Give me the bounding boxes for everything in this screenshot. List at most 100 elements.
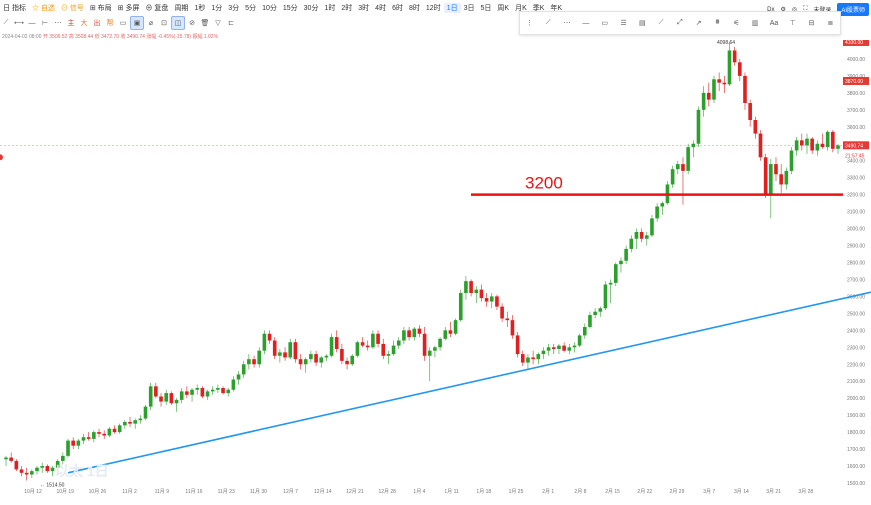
ray-tool-icon[interactable]: ⟷ xyxy=(13,20,25,27)
candle-body xyxy=(355,342,360,356)
candle-body xyxy=(805,138,809,146)
candlestick-chart[interactable]: 1500.00 1600.00 1700.00 1800.00 1900.00 2000.… xyxy=(0,37,871,500)
price-tag-mid-bg xyxy=(843,76,869,85)
grid-draw-icon[interactable]: ▤ xyxy=(638,20,646,27)
period-7[interactable]: 1时 xyxy=(324,5,336,12)
price-tag-top-bg xyxy=(843,37,869,46)
candle-body xyxy=(164,393,169,402)
chart-watermark: 以太 1日 xyxy=(55,463,109,479)
candle-body xyxy=(4,457,8,460)
candle-body xyxy=(143,406,148,419)
watchlist-button[interactable]: ☆ 自选 xyxy=(31,5,55,12)
replay-button[interactable]: ⊕ 复盘 xyxy=(145,5,169,12)
period-2[interactable]: 3分 xyxy=(228,5,240,12)
dash-draw-icon[interactable]: — xyxy=(582,19,590,27)
rect-draw-icon[interactable]: ▭ xyxy=(601,20,608,27)
info-close: 收 3490.74 xyxy=(120,34,145,40)
drag-handle-icon[interactable]: ⋮ xyxy=(525,20,533,27)
link-tool-icon[interactable]: ⊏ xyxy=(228,20,234,27)
dx-button[interactable]: Dx xyxy=(767,6,775,13)
hline-tool-icon[interactable]: — xyxy=(28,19,36,27)
candle-body xyxy=(794,140,799,151)
trendline-tool-icon[interactable]: ⟋ xyxy=(3,19,9,26)
chart-svg[interactable]: 1500.00 1600.00 1700.00 1800.00 1900.00 2000.… xyxy=(0,37,871,500)
up-tool-icon[interactable]: 出 xyxy=(93,20,101,27)
candle-body xyxy=(154,386,158,397)
period-0[interactable]: 1秒 xyxy=(194,5,206,12)
period-18[interactable]: 月K xyxy=(515,5,527,12)
period-17[interactable]: 周K xyxy=(497,5,510,12)
period-3[interactable]: 5分 xyxy=(245,5,257,12)
arrow-draw-icon[interactable]: ↗ xyxy=(695,20,702,27)
layout-button[interactable]: ⊞ 布局 xyxy=(89,5,112,12)
line-draw-icon[interactable]: ⟋ xyxy=(545,19,551,26)
candle-body xyxy=(226,389,231,394)
candle-body xyxy=(577,335,582,346)
candle-body xyxy=(345,360,349,365)
x-tick-label: 3月 14 xyxy=(734,489,749,495)
magnet-tool-icon[interactable]: ⌀ xyxy=(148,20,154,27)
ai-analyst-button[interactable]: AI股票师 xyxy=(837,3,869,16)
candle-body xyxy=(660,203,665,207)
more-tool-icon[interactable]: ⋯ xyxy=(54,20,62,27)
text-draw-icon[interactable]: Aa xyxy=(769,19,779,27)
multiscreen-button[interactable]: ⊞ 多屏 xyxy=(117,5,140,12)
hide-tool-icon[interactable]: ◫ xyxy=(171,16,185,30)
camera-icon[interactable]: ◎ xyxy=(791,7,798,13)
candle-body xyxy=(298,359,303,365)
period-12[interactable]: 8时 xyxy=(408,5,420,12)
x-tick-label: 11月 9 xyxy=(155,489,170,495)
y-tick-label: 3700.00 xyxy=(847,108,865,114)
cursor-tool-icon[interactable]: ▣ xyxy=(130,16,144,30)
period-15[interactable]: 3日 xyxy=(463,5,475,12)
channel-draw-icon[interactable]: ☰ xyxy=(620,20,627,27)
candle-body xyxy=(195,388,200,390)
ray-draw-icon[interactable]: ⤢ xyxy=(677,19,683,26)
low-marker-label: ← 1514.50 xyxy=(40,483,65,489)
fan-draw-icon[interactable]: ⚟ xyxy=(733,20,740,27)
candle-body xyxy=(422,333,427,356)
fullscreen-icon[interactable]: ⛶ xyxy=(803,6,808,12)
period-6[interactable]: 30分 xyxy=(303,5,319,12)
trash-tool-icon[interactable]: 🗑 xyxy=(200,20,210,27)
brush-draw-icon[interactable]: ⟋ xyxy=(658,19,664,26)
period-20[interactable]: 年K xyxy=(550,5,563,12)
period-13[interactable]: 12时 xyxy=(425,5,441,12)
period-10[interactable]: 4时 xyxy=(375,5,387,12)
high-marker-label: 4098.64 xyxy=(717,40,735,46)
period-19[interactable]: 季K xyxy=(532,5,545,12)
eye-tool-icon[interactable]: ⊘ xyxy=(189,20,195,27)
period-1[interactable]: 1分 xyxy=(211,5,223,12)
period-11[interactable]: 6时 xyxy=(392,5,403,12)
candle-body xyxy=(831,131,835,149)
measure-draw-icon[interactable]: ⊤ xyxy=(789,20,796,27)
candle-body xyxy=(262,333,267,351)
signal-button[interactable]: ⊙ 信号 xyxy=(60,5,84,12)
hline-draw-icon[interactable]: ⋯ xyxy=(563,20,571,27)
indicator-button[interactable]: 日 指标 xyxy=(3,5,26,12)
candle-body xyxy=(603,284,608,309)
bars-draw-icon[interactable]: ▥ xyxy=(751,20,759,27)
filter-tool-icon[interactable]: ▽ xyxy=(215,20,221,27)
lock-tool-icon[interactable]: ⊡ xyxy=(161,20,167,27)
candle-body xyxy=(598,308,603,312)
period-4[interactable]: 10分 xyxy=(262,5,277,12)
settings-icon[interactable]: ⚙ xyxy=(780,7,786,13)
candle-body xyxy=(210,389,215,392)
x-tick-label: 12月 14 xyxy=(314,489,332,495)
candle-body xyxy=(236,374,241,380)
fib-draw-icon[interactable]: ⩩ xyxy=(715,19,720,26)
period-16[interactable]: 5日 xyxy=(480,5,492,12)
flag-tool-icon[interactable]: 帮 xyxy=(106,20,114,27)
period-14[interactable]: 1日 xyxy=(443,3,461,13)
text-tool-icon[interactable]: 主 xyxy=(67,20,75,27)
period-5[interactable]: 15分 xyxy=(282,5,298,12)
pattern-draw-icon[interactable]: ≣ xyxy=(827,20,834,27)
hray-tool-icon[interactable]: ⊢ xyxy=(41,20,49,27)
position-draw-icon[interactable]: ⊟ xyxy=(808,20,815,27)
candle-body xyxy=(619,260,623,265)
period-8[interactable]: 2时 xyxy=(341,5,353,12)
period-9[interactable]: 3时 xyxy=(358,5,370,12)
big-tool-icon[interactable]: 大 xyxy=(80,20,88,27)
ruler-tool-icon[interactable]: ▭ xyxy=(119,20,127,27)
